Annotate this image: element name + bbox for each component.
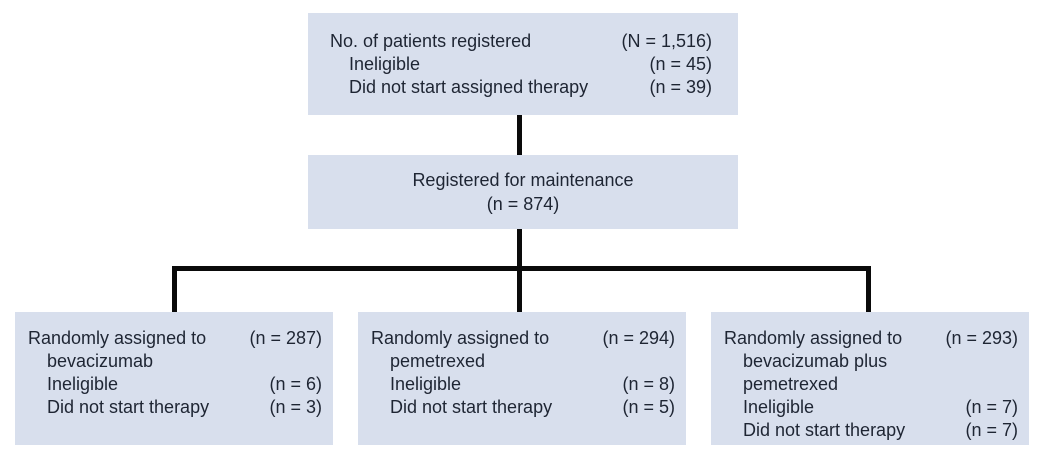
flow-row-ineligible: Ineligible (n = 7) (724, 396, 1018, 419)
connector-drop-left-arm (172, 266, 177, 312)
flow-row-drug: bevacizumab (28, 350, 322, 373)
maintenance-count: (n = 874) (486, 194, 560, 214)
row-label: Did not start therapy (390, 397, 553, 417)
row-count: (n = 8) (622, 374, 675, 394)
row-label: Did not start assigned therapy (349, 77, 589, 97)
arm-box-bevacizumab: Randomly assigned to (n = 287) bevacizum… (15, 312, 333, 445)
row-label: bevacizumab (47, 351, 154, 371)
connector-drop-right-arm (866, 266, 871, 312)
row-label: bevacizumab plus (743, 351, 888, 371)
maintenance-box: Registered for maintenance (n = 874) (308, 155, 738, 229)
flow-row-drug: bevacizumab plus (724, 350, 1018, 373)
row-label: Ineligible (390, 374, 462, 394)
flow-row-did-not-start: Did not start therapy (n = 3) (28, 396, 322, 419)
row-count: (n = 7) (965, 420, 1018, 440)
row-count: (n = 45) (649, 54, 712, 74)
registration-box: No. of patients registered (N = 1,516) I… (308, 13, 738, 115)
row-label: Did not start therapy (47, 397, 210, 417)
row-label: Ineligible (349, 54, 421, 74)
row-count: (n = 3) (269, 397, 322, 417)
row-label: Ineligible (47, 374, 119, 394)
connector-top-to-maintenance (517, 115, 522, 157)
row-count: (n = 39) (649, 77, 712, 97)
flow-row-assigned: Randomly assigned to (n = 287) (28, 327, 322, 350)
flow-row-registered: No. of patients registered (N = 1,516) (330, 30, 712, 53)
arm-box-pemetrexed: Randomly assigned to (n = 294) pemetrexe… (358, 312, 686, 445)
row-count: (n = 293) (945, 328, 1018, 348)
flow-row-ineligible: Ineligible (n = 8) (371, 373, 675, 396)
row-label: Randomly assigned to (28, 328, 207, 348)
maintenance-title: Registered for maintenance (412, 170, 634, 190)
flow-row-did-not-start: Did not start therapy (n = 7) (724, 419, 1018, 442)
flow-row-drug: pemetrexed (371, 350, 675, 373)
row-count: (n = 7) (965, 397, 1018, 417)
row-count: (N = 1,516) (621, 31, 712, 51)
flow-row-drug-cont: pemetrexed (724, 373, 1018, 396)
flow-row-assigned: Randomly assigned to (n = 294) (371, 327, 675, 350)
row-count: (n = 294) (602, 328, 675, 348)
connector-maintenance-to-branch (517, 229, 522, 269)
row-label: pemetrexed (390, 351, 486, 371)
row-label: Ineligible (743, 397, 815, 417)
row-label: pemetrexed (743, 374, 839, 394)
row-label: Randomly assigned to (371, 328, 550, 348)
row-count: (n = 287) (249, 328, 322, 348)
row-label: Randomly assigned to (724, 328, 903, 348)
row-label: Did not start therapy (743, 420, 906, 440)
arm-box-bevacizumab-plus-pemetrexed: Randomly assigned to (n = 293) bevacizum… (711, 312, 1029, 445)
flow-row-did-not-start: Did not start assigned therapy (n = 39) (330, 76, 712, 99)
flow-row-assigned: Randomly assigned to (n = 293) (724, 327, 1018, 350)
row-count: (n = 5) (622, 397, 675, 417)
row-count: (n = 6) (269, 374, 322, 394)
row-label: No. of patients registered (330, 31, 532, 51)
flow-row-ineligible: Ineligible (n = 45) (330, 53, 712, 76)
connector-drop-center-arm (517, 266, 522, 312)
flow-row-did-not-start: Did not start therapy (n = 5) (371, 396, 675, 419)
flow-row-ineligible: Ineligible (n = 6) (28, 373, 322, 396)
